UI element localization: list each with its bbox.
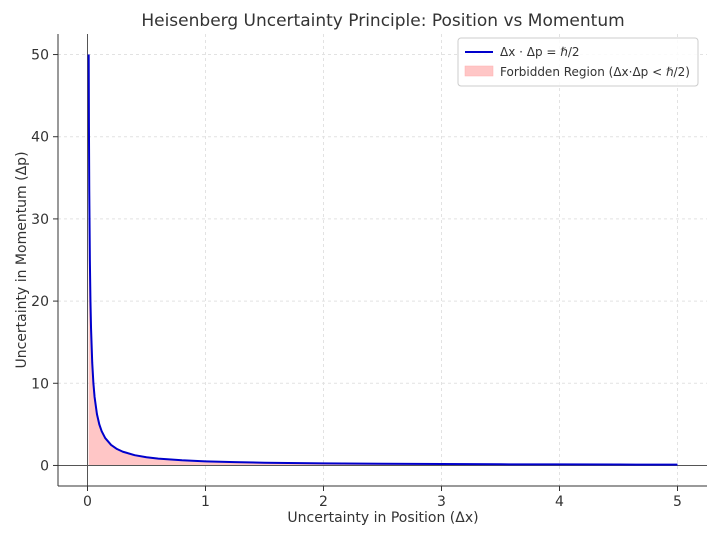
y-tick-label: 20 [31, 294, 49, 310]
y-tick-label: 10 [31, 376, 49, 392]
legend-box [457, 37, 699, 87]
chart-title: Heisenberg Uncertainty Principle: Positi… [141, 11, 624, 31]
x-tick-label: 5 [673, 494, 682, 510]
legend-label-curve: Δx · Δp = ℏ/2 [500, 45, 580, 59]
x-tick-label: 4 [555, 494, 564, 510]
x-axis-ticks: 0 1 2 3 4 5 [83, 486, 682, 510]
x-axis-label: Uncertainty in Position (Δx) [287, 510, 478, 526]
legend-label-forbidden: Forbidden Region (Δx·Δp < ℏ/2) [500, 65, 690, 79]
curve-layer [87, 54, 678, 466]
y-tick-label: 40 [31, 130, 49, 146]
forbidden-region-layer [88, 54, 678, 466]
zero-reference-lines [58, 34, 707, 486]
x-tick-label: 2 [319, 494, 328, 510]
legend-area-swatch [464, 65, 494, 77]
y-axis-ticks: 0 10 20 30 40 50 [31, 48, 58, 474]
uncertainty-curve [87, 54, 678, 466]
grid-lines [58, 34, 707, 486]
x-tick-label: 3 [437, 494, 446, 510]
y-axis-label: Uncertainty in Momentum (Δp) [14, 151, 30, 368]
x-tick-label: 0 [83, 494, 92, 510]
y-tick-label: 50 [31, 48, 49, 64]
y-tick-label: 30 [31, 212, 49, 228]
legend: Δx · Δp = ℏ/2 Forbidden Region (Δx·Δp < … [457, 37, 699, 87]
y-tick-label: 0 [40, 458, 49, 474]
forbidden-region-area [88, 54, 678, 466]
x-tick-label: 1 [201, 494, 210, 510]
